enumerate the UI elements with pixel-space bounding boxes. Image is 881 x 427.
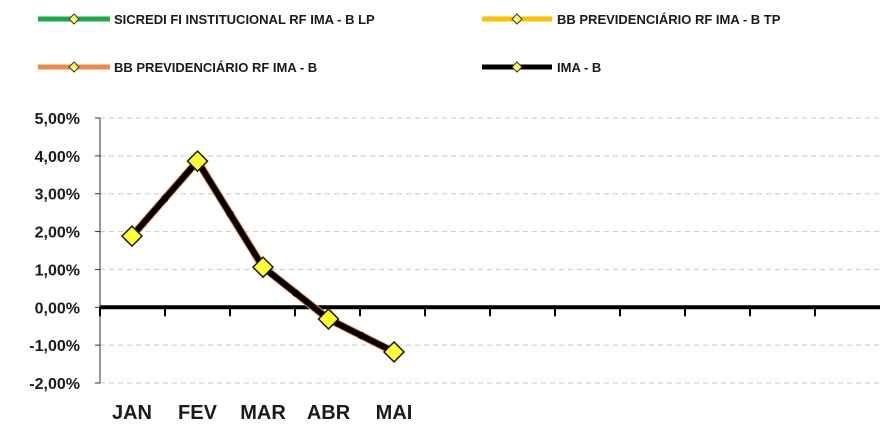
x-tick-label: ABR xyxy=(307,402,351,424)
x-tick-label: MAR xyxy=(240,402,286,424)
data-point-marker xyxy=(317,307,340,331)
y-tick-label: 1,00% xyxy=(35,262,80,279)
y-tick-label: 5,00% xyxy=(35,111,80,128)
series-lines xyxy=(120,150,406,364)
legend-marker-bb-tp xyxy=(511,13,523,25)
data-point-marker xyxy=(251,256,275,279)
legend-label-ima-b: IMA - B xyxy=(557,60,601,75)
y-tick-label: 3,00% xyxy=(35,187,80,204)
legend-entry-sicredi: SICREDI FI INSTITUCIONAL RF IMA - B LP xyxy=(38,12,375,27)
legend-marker-sicredi xyxy=(68,13,80,25)
legend-label-bb-tp: BB PREVIDENCIÁRIO RF IMA - B TP xyxy=(557,12,781,27)
data-point-marker xyxy=(382,340,406,364)
y-tick-labels: 5,00% 4,00% 3,00% 2,00% 1,00% 0,00% -1,00% -2,0… xyxy=(29,111,80,393)
y-tick-label: -1,00% xyxy=(29,338,80,355)
legend-entry-bb-tp: BB PREVIDENCIÁRIO RF IMA - B TP xyxy=(482,12,781,27)
legend-entry-ima-b: IMA - B xyxy=(482,60,601,75)
x-tick-label: FEV xyxy=(178,402,218,424)
y-tick-label: 0,00% xyxy=(35,300,80,317)
y-tick-label: 4,00% xyxy=(35,149,80,166)
x-axis xyxy=(99,305,880,317)
gridlines xyxy=(100,117,880,384)
data-point-marker xyxy=(186,150,209,173)
legend: SICREDI FI INSTITUCIONAL RF IMA - B LP B… xyxy=(38,12,781,75)
x-tick-label: JAN xyxy=(112,402,152,424)
x-tick-labels: JAN FEV MAR ABR MAI xyxy=(112,402,412,424)
legend-label-bb: BB PREVIDENCIÁRIO RF IMA - B xyxy=(114,60,317,75)
series-midpoint xyxy=(226,210,234,218)
series-midpoint xyxy=(357,331,365,339)
y-axis xyxy=(95,117,101,384)
y-tick-label: 2,00% xyxy=(35,225,80,242)
legend-marker-bb xyxy=(68,61,80,73)
legend-marker-ima-b xyxy=(511,61,523,73)
series-midpoint xyxy=(292,289,300,297)
x-tick-label: MAI xyxy=(376,402,413,424)
y-tick-label: -2,00% xyxy=(29,376,80,393)
series-midpoint xyxy=(161,195,169,203)
legend-entry-bb: BB PREVIDENCIÁRIO RF IMA - B xyxy=(38,60,317,75)
data-point-marker xyxy=(120,225,144,248)
legend-label-sicredi: SICREDI FI INSTITUCIONAL RF IMA - B LP xyxy=(114,12,375,27)
